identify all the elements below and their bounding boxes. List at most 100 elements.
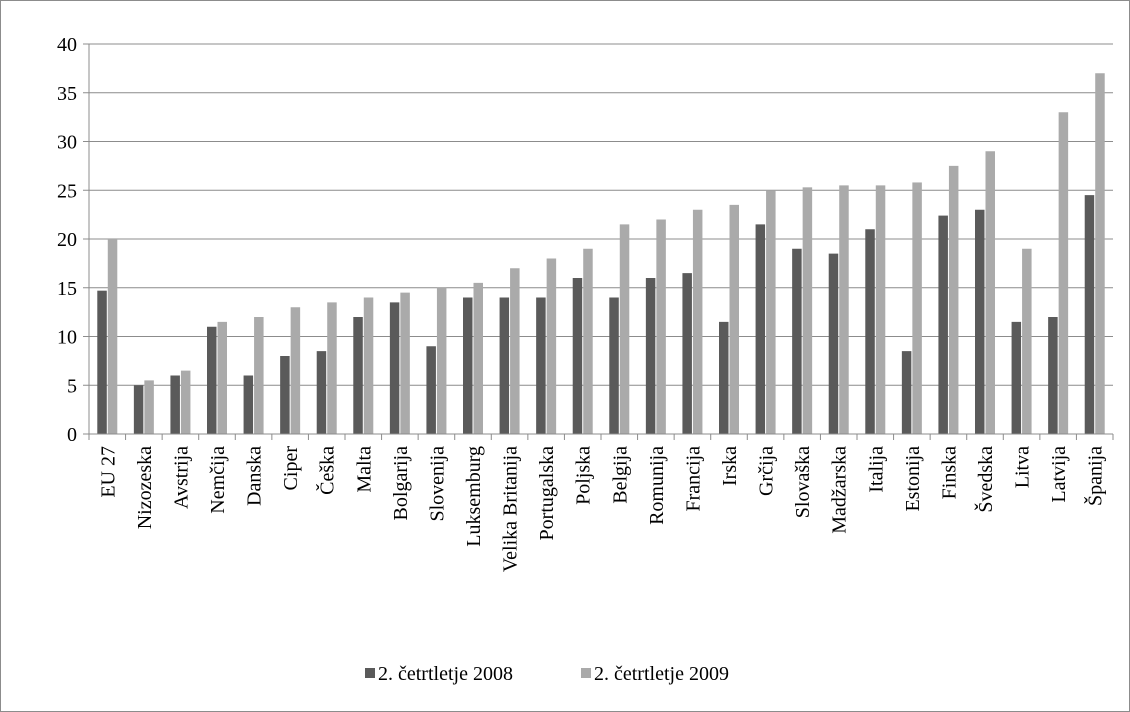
bar-series1 bbox=[938, 215, 948, 434]
bars bbox=[97, 73, 1105, 434]
bar-series2 bbox=[1095, 73, 1105, 434]
bar-series2 bbox=[619, 224, 630, 434]
bar-series1 bbox=[828, 253, 839, 434]
x-tick-label: Grčija bbox=[756, 446, 778, 496]
bar-series1 bbox=[1048, 317, 1058, 434]
bar-series1 bbox=[207, 326, 217, 434]
x-tick-label: Luksemburg bbox=[463, 446, 485, 547]
bar-series2 bbox=[180, 370, 191, 434]
x-tick-label: Švedska bbox=[973, 446, 997, 513]
bar-series2 bbox=[729, 204, 739, 434]
x-tick-label: Irska bbox=[719, 446, 741, 486]
bar-series2 bbox=[1022, 248, 1032, 434]
bar-series1 bbox=[170, 375, 180, 434]
bar-series2 bbox=[290, 307, 301, 434]
x-tick-label: Bolgarija bbox=[390, 446, 412, 521]
bar-series1 bbox=[499, 297, 510, 434]
x-tick-label: Madžarska bbox=[829, 446, 851, 534]
bar-series1 bbox=[536, 297, 546, 434]
bar-series2 bbox=[875, 185, 886, 434]
x-tick-label: Velika Britanija bbox=[500, 446, 522, 572]
x-tick-label: Finska bbox=[938, 446, 960, 499]
bar-series1 bbox=[316, 351, 327, 434]
bar-series2 bbox=[473, 282, 483, 434]
x-tick-label: Portugalska bbox=[536, 446, 558, 541]
y-tick-label: 15 bbox=[57, 278, 77, 300]
bar-series1 bbox=[792, 248, 802, 434]
x-tick-label: EU 27 bbox=[97, 446, 119, 498]
x-tick-label: Litva bbox=[1012, 446, 1034, 488]
y-tick-label: 10 bbox=[57, 327, 77, 349]
bar-series2 bbox=[692, 209, 703, 434]
x-tick-label: Latvija bbox=[1048, 446, 1070, 503]
x-tick-label: Belgija bbox=[609, 446, 631, 504]
y-tick-label: 35 bbox=[57, 83, 77, 105]
bar-series1 bbox=[1011, 321, 1022, 434]
bar-series2 bbox=[583, 248, 593, 434]
bar-series2 bbox=[436, 287, 447, 434]
bar-series2 bbox=[948, 165, 959, 434]
legend: 2. četrtletje 2008 2. četrtletje 2009 bbox=[365, 663, 729, 685]
x-tick-label: Ciper bbox=[280, 446, 302, 491]
x-tick-label: Italija bbox=[865, 446, 887, 493]
x-tick-label: Nizozeska bbox=[134, 446, 156, 529]
bar-series2 bbox=[912, 182, 922, 434]
x-tick-label: Avstrija bbox=[170, 446, 192, 509]
gridlines bbox=[89, 43, 1113, 386]
bar-series2 bbox=[144, 380, 154, 434]
bar-series1 bbox=[133, 385, 144, 434]
legend-label: 2. četrtletje 2009 bbox=[594, 663, 729, 685]
x-tick-label: Malta bbox=[353, 446, 375, 493]
y-tick-label: 40 bbox=[57, 34, 77, 56]
bar-series1 bbox=[645, 278, 656, 434]
bar-series2 bbox=[1058, 112, 1069, 434]
x-tick-label: Francija bbox=[682, 446, 704, 512]
bar-series2 bbox=[766, 190, 776, 434]
y-tick-label: 5 bbox=[67, 375, 77, 397]
bar-series2 bbox=[546, 258, 557, 434]
x-tick-label: Danska bbox=[244, 446, 266, 506]
bar-series1 bbox=[901, 351, 912, 434]
x-tick-labels: EU 27 Nizozeska Avstrija Nemčija Danska Ciper… bbox=[97, 446, 1106, 572]
bar-series1 bbox=[609, 297, 619, 434]
bar-series2 bbox=[656, 219, 666, 434]
x-tick-label: Romunija bbox=[646, 446, 668, 525]
x-tick-label: Estonija bbox=[902, 446, 924, 512]
bar-series1 bbox=[97, 290, 107, 434]
bar-series2 bbox=[217, 321, 227, 434]
y-tick-labels: 0 5 10 15 20 25 30 35 40 bbox=[57, 34, 77, 446]
bar-series2 bbox=[363, 297, 374, 434]
x-tick-label: Slovenija bbox=[426, 446, 448, 522]
bar-series1 bbox=[463, 297, 473, 434]
bar-series2 bbox=[254, 317, 264, 434]
x-tick-label: Slovaška bbox=[792, 446, 814, 518]
y-tick-label: 0 bbox=[67, 424, 77, 446]
bar-series2 bbox=[400, 292, 410, 434]
bar-series1 bbox=[280, 356, 290, 434]
x-tick-label: Češka bbox=[315, 446, 339, 495]
bar-series1 bbox=[353, 317, 363, 434]
bar-series1 bbox=[755, 224, 766, 434]
bar-series1 bbox=[865, 229, 875, 434]
x-tick-label: Nemčija bbox=[207, 446, 229, 514]
bar-series2 bbox=[510, 268, 520, 434]
legend-swatch bbox=[365, 668, 375, 678]
axes bbox=[83, 43, 1114, 440]
bar-series2 bbox=[107, 239, 118, 434]
x-tick-label: Poljska bbox=[573, 446, 595, 505]
bar-series2 bbox=[802, 187, 813, 434]
bar-series1 bbox=[243, 375, 254, 434]
bar-series1 bbox=[975, 209, 985, 434]
bar-series1 bbox=[719, 321, 729, 434]
bar-series2 bbox=[985, 151, 995, 434]
x-tick-label: Španija bbox=[1083, 446, 1107, 506]
bar-series1 bbox=[572, 278, 583, 434]
y-tick-label: 20 bbox=[57, 229, 77, 251]
bar-series1 bbox=[682, 273, 692, 434]
bar-series2 bbox=[327, 302, 337, 434]
y-tick-label: 30 bbox=[57, 132, 77, 154]
bar-series1 bbox=[426, 346, 436, 434]
bar-series2 bbox=[839, 185, 849, 434]
